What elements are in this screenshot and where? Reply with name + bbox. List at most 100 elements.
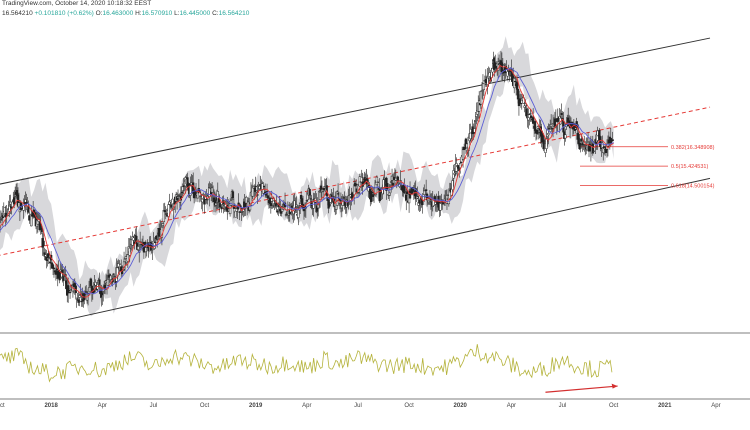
candle-down xyxy=(457,165,460,169)
candle-up xyxy=(235,208,238,212)
cloud-area xyxy=(0,36,614,317)
candle-up xyxy=(506,71,509,77)
candle-up xyxy=(221,204,224,206)
candle-up xyxy=(440,202,443,204)
candle-up xyxy=(75,297,78,300)
candle-down xyxy=(231,191,235,199)
candle-up xyxy=(564,134,567,139)
candle-down xyxy=(554,118,558,122)
candle-up xyxy=(537,132,540,134)
candle-down xyxy=(62,276,65,281)
candle-up xyxy=(459,163,462,168)
candle-up xyxy=(299,203,302,206)
candle-down xyxy=(308,189,311,196)
candle-down xyxy=(112,273,115,275)
candle-up xyxy=(295,204,298,207)
candle-up xyxy=(124,256,128,259)
candle-up xyxy=(255,190,258,193)
candle-down xyxy=(276,210,279,213)
candle-down xyxy=(54,270,58,275)
slow-moving-average xyxy=(0,67,614,295)
candle-up xyxy=(416,196,419,199)
candle-down xyxy=(405,194,408,201)
candle-up xyxy=(123,258,127,263)
candle-up xyxy=(474,120,477,122)
candle-down xyxy=(284,214,288,216)
candle-down xyxy=(264,191,267,194)
candle-down xyxy=(408,190,412,199)
candle-up xyxy=(24,199,27,203)
candle-down xyxy=(484,79,487,84)
time-axis-label: Apr xyxy=(507,403,516,409)
candle-up xyxy=(190,182,193,186)
candle-down xyxy=(238,211,241,213)
candle-up xyxy=(479,90,483,105)
candle-down xyxy=(391,182,395,186)
candle-up xyxy=(169,200,172,203)
candle-down xyxy=(80,300,83,303)
candle-up xyxy=(523,105,526,108)
candle-down xyxy=(52,267,56,270)
candle-down xyxy=(61,269,64,273)
candle-up xyxy=(265,191,269,193)
candle-down xyxy=(299,195,303,199)
candle-up xyxy=(206,199,209,201)
candle-down xyxy=(533,121,537,131)
close-label: C: xyxy=(212,10,219,17)
candle-up xyxy=(423,190,426,195)
candle-down xyxy=(336,193,340,195)
candle-up xyxy=(240,211,243,213)
candle-down xyxy=(516,88,520,100)
candle-down xyxy=(599,136,602,147)
candle-up xyxy=(0,221,2,228)
candle-up xyxy=(529,113,532,115)
candle-down xyxy=(180,192,183,194)
time-axis-label: Oct xyxy=(0,403,5,409)
candle-up xyxy=(128,247,131,256)
candle-up xyxy=(375,176,379,186)
time-axis-label: Apr xyxy=(302,403,311,409)
candle-down xyxy=(354,183,358,186)
candle-up xyxy=(88,287,92,293)
time-axis-label: Oct xyxy=(200,403,210,409)
candle-up xyxy=(17,202,21,208)
candle-up xyxy=(151,248,154,251)
oscillator-pane xyxy=(0,332,750,400)
candle-down xyxy=(107,274,111,278)
candle-up xyxy=(208,187,211,197)
candle-down xyxy=(164,213,167,215)
channel-midline[interactable] xyxy=(0,106,711,259)
candle-up xyxy=(257,185,260,187)
channel-lower-line[interactable] xyxy=(68,177,711,320)
candle-down xyxy=(579,143,582,146)
candle-down xyxy=(525,108,528,117)
candle-up xyxy=(453,172,456,175)
candle-up xyxy=(126,254,129,262)
channel-upper-line[interactable] xyxy=(0,37,711,188)
high-value: 16.570910 xyxy=(141,10,173,17)
candle-up xyxy=(513,78,516,89)
candle-up xyxy=(189,184,192,196)
candle-down xyxy=(386,183,389,190)
candle-down xyxy=(371,192,374,194)
time-axis: Oct 2018 Apr Jul Oct 2019 Apr Jul Oct 2020 Apr Jul O… xyxy=(0,403,721,409)
low-label: L: xyxy=(174,10,180,17)
candle-down xyxy=(163,210,166,213)
candle-up xyxy=(132,237,135,241)
time-axis-label: Jul xyxy=(559,403,567,409)
fib-level-label: 0.382(16.348908) xyxy=(671,145,715,151)
trend-channel[interactable] xyxy=(0,37,711,320)
candle-up xyxy=(162,209,165,223)
candle-up xyxy=(404,191,407,193)
candle-up xyxy=(199,195,202,197)
oscillator-line xyxy=(0,344,613,383)
candle-down xyxy=(342,197,345,199)
candle-up xyxy=(234,210,237,218)
candle-up xyxy=(210,187,214,193)
candle-up xyxy=(455,163,458,172)
candle-down xyxy=(378,187,381,202)
time-axis-label: Oct xyxy=(609,403,619,409)
candle-up xyxy=(376,181,379,183)
